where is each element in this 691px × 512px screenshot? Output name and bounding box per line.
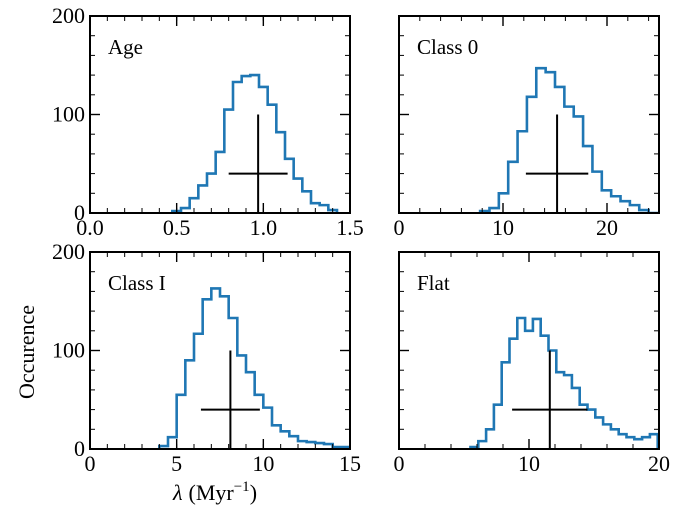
y-tick-label: 200	[52, 3, 85, 28]
x-tick-label: 0.0	[76, 215, 104, 240]
x-axis-label: λ (Myr−1)	[172, 479, 257, 505]
y-tick-label: 0	[74, 436, 85, 461]
x-axis-label-unit: (Myr	[189, 480, 235, 505]
panel-flat: 0 10 20 Flat	[394, 251, 670, 476]
x-tick-label: 1.5	[336, 215, 364, 240]
y-axis-label: Occurence	[14, 305, 39, 399]
histogram-class-i	[158, 287, 350, 449]
histogram-flat	[469, 316, 659, 449]
x-tick-label: 5	[171, 451, 182, 476]
panel-class-i: 0 5 10 15 0 100 200 Class I	[52, 239, 361, 476]
x-tick-label: 15	[339, 451, 361, 476]
x-axis-label-close: )	[250, 480, 257, 505]
x-tick-label: 10	[492, 215, 514, 240]
x-tick-label: 10	[518, 451, 540, 476]
panel-label-class-i: Class I	[108, 271, 166, 295]
x-axis-label-symbol: λ	[172, 480, 183, 505]
panel-label-age: Age	[108, 35, 143, 59]
x-tick-label: 1.0	[250, 215, 278, 240]
x-tick-label: 0	[85, 451, 96, 476]
y-tick-label: 200	[52, 239, 85, 264]
y-tick-label: 0	[74, 200, 85, 225]
x-tick-label: 20	[596, 215, 618, 240]
panel-label-flat: Flat	[417, 271, 450, 295]
histogram-age	[171, 73, 339, 213]
x-tick-label: 0	[394, 451, 405, 476]
x-tick-label: 20	[648, 451, 670, 476]
histogram-class-0	[478, 66, 658, 213]
x-axis-label-exponent: −1	[234, 479, 250, 495]
panel-age: 0.0 0.5 1.0 1.5 0 100 200 Age	[52, 3, 364, 240]
y-tick-label: 100	[52, 338, 85, 363]
panel-class-0: 0 10 20 Class 0	[394, 15, 660, 240]
panel-label-class-0: Class 0	[417, 35, 478, 59]
x-tick-label: 10	[252, 451, 274, 476]
y-tick-label: 100	[52, 102, 85, 127]
x-tick-label: 0.5	[163, 215, 191, 240]
x-tick-label: 0	[394, 215, 405, 240]
